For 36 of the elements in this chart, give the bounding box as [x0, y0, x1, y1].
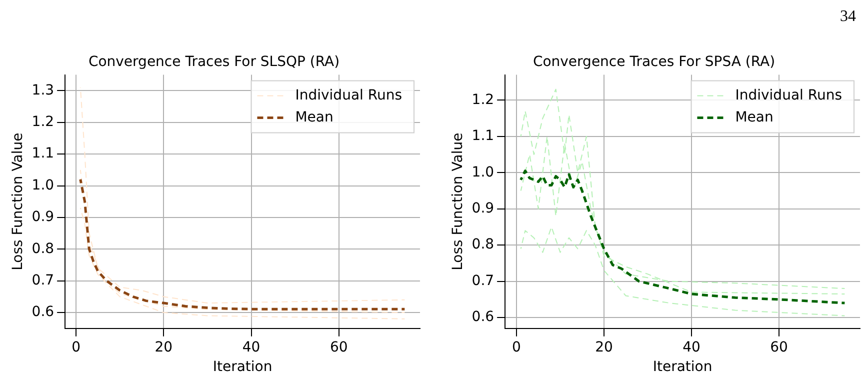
- x-tick-label: 40: [682, 339, 700, 356]
- legend-label: Individual Runs: [295, 87, 402, 104]
- y-tick-label: 1.1: [472, 128, 494, 144]
- y-tick-label: 1.0: [472, 164, 494, 180]
- line-series: [520, 170, 846, 304]
- legend-label: Individual Runs: [735, 87, 842, 104]
- x-axis-title: Iteration: [652, 359, 712, 376]
- y-tick-label: 0.9: [32, 209, 54, 226]
- x-tick-label: 60: [330, 339, 348, 356]
- y-tick-label: 0.6: [32, 304, 54, 320]
- y-tick-label: 1.3: [32, 82, 54, 98]
- y-tick-label: 1.2: [32, 114, 54, 130]
- x-tick-label: 20: [595, 339, 613, 356]
- x-tick-label: 40: [242, 339, 260, 356]
- y-tick-label: 0.8: [472, 236, 494, 253]
- y-tick-label: 0.8: [32, 240, 54, 257]
- x-axis-title: Iteration: [212, 359, 272, 376]
- y-axis-title: Loss Function Value: [450, 132, 466, 270]
- x-tick-label: 0: [512, 339, 521, 356]
- x-tick-label: 0: [72, 339, 80, 356]
- y-tick-label: 1.0: [32, 177, 54, 194]
- y-axis-title: Loss Function Value: [10, 132, 26, 270]
- y-tick-label: 0.7: [472, 272, 494, 289]
- y-tick-label: 0.7: [32, 272, 54, 288]
- y-tick-label: 1.2: [472, 92, 494, 108]
- text: 34: [840, 8, 856, 25]
- chart-title: Convergence Traces For SLSQP (RA): [88, 54, 340, 70]
- chart-title: Convergence Traces For SPSA (RA): [532, 54, 776, 70]
- y-tick-label: 1.1: [32, 146, 54, 162]
- line-series: [520, 226, 846, 316]
- legend-label: Mean: [295, 109, 334, 126]
- legend-label: Mean: [735, 109, 774, 126]
- x-tick-label: 60: [770, 339, 788, 356]
- x-tick-label: 20: [154, 339, 173, 356]
- y-tick-label: 0.6: [472, 309, 494, 326]
- y-tick-label: 0.9: [472, 200, 494, 216]
